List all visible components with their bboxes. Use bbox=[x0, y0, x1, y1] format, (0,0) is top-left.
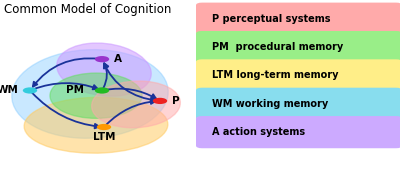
Text: P: P bbox=[172, 96, 180, 106]
Ellipse shape bbox=[24, 97, 168, 153]
Circle shape bbox=[95, 87, 109, 94]
Circle shape bbox=[95, 56, 109, 62]
Circle shape bbox=[23, 87, 37, 94]
Text: WM working memory: WM working memory bbox=[212, 99, 328, 109]
Text: A: A bbox=[114, 54, 122, 64]
Ellipse shape bbox=[50, 73, 142, 118]
FancyBboxPatch shape bbox=[196, 3, 400, 35]
Ellipse shape bbox=[92, 81, 180, 128]
FancyBboxPatch shape bbox=[196, 59, 400, 92]
Text: A action systems: A action systems bbox=[212, 127, 305, 137]
Text: PM: PM bbox=[66, 85, 84, 96]
Circle shape bbox=[97, 124, 111, 130]
Text: PM  procedural memory: PM procedural memory bbox=[212, 42, 343, 52]
Text: P perceptual systems: P perceptual systems bbox=[212, 14, 330, 24]
Text: LTM: LTM bbox=[93, 132, 115, 143]
Text: Common Model of Cognition: Common Model of Cognition bbox=[4, 3, 171, 16]
Circle shape bbox=[153, 98, 167, 104]
Text: WM: WM bbox=[0, 85, 19, 96]
Ellipse shape bbox=[12, 50, 168, 138]
FancyBboxPatch shape bbox=[196, 116, 400, 148]
FancyBboxPatch shape bbox=[196, 31, 400, 63]
Ellipse shape bbox=[57, 43, 151, 96]
Text: LTM long-term memory: LTM long-term memory bbox=[212, 70, 338, 80]
FancyBboxPatch shape bbox=[196, 88, 400, 120]
